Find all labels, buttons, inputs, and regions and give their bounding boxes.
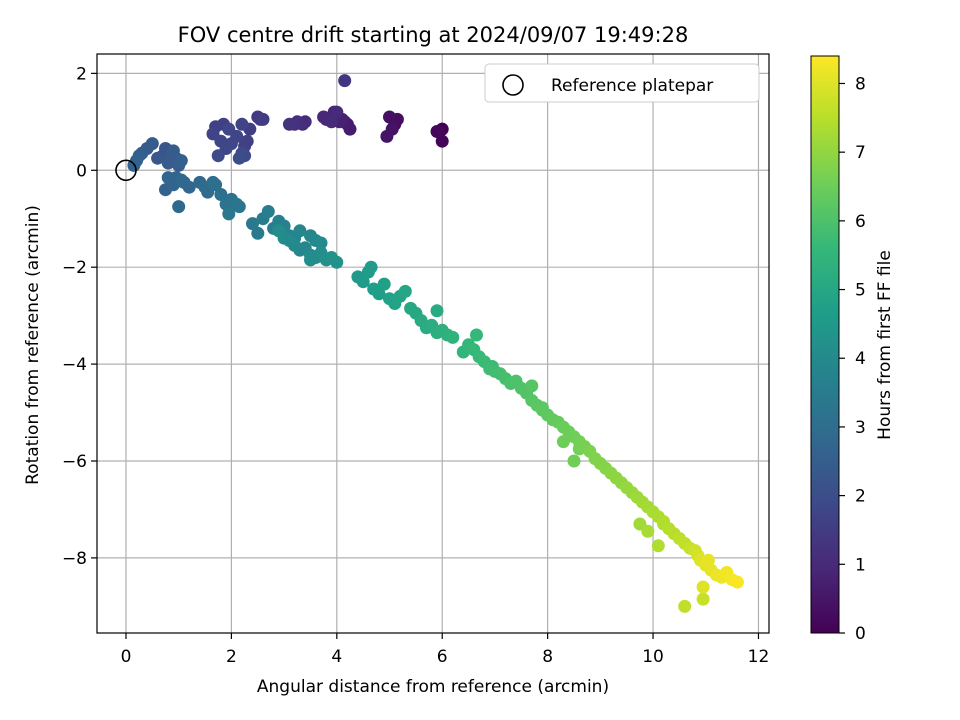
colorbar-tick-label: 3 [855, 418, 866, 438]
scatter-point [398, 284, 412, 298]
x-tick-label: 2 [226, 647, 237, 667]
scatter-point [174, 154, 188, 168]
scatter-point [224, 137, 238, 151]
scatter-point [567, 454, 581, 468]
scatter-point [651, 539, 665, 553]
scatter-point [272, 224, 286, 238]
scatter-point [261, 205, 275, 218]
scatter-point [364, 260, 378, 274]
colorbar-tick-label: 5 [855, 281, 866, 301]
scatter-point [383, 110, 396, 124]
colorbar-label: Hours from first FF file [875, 250, 895, 440]
x-tick-label: 10 [642, 647, 664, 667]
y-axis-label: Rotation from reference (arcmin) [23, 205, 43, 485]
scatter-point [174, 173, 188, 187]
scatter-point [730, 575, 744, 589]
y-tick-label: −6 [62, 452, 87, 472]
colorbar-ticks: 0 1 2 3 4 5 6 7 8 [839, 74, 866, 644]
scatter-point [246, 217, 259, 231]
x-tick-label: 12 [748, 647, 770, 667]
chart-title: FOV centre drift starting at 2024/09/07 … [178, 23, 689, 47]
colorbar-tick-label: 8 [855, 74, 866, 94]
scatter-point [161, 171, 175, 185]
x-axis-label: Angular distance from reference (arcmin) [257, 677, 609, 697]
scatter-point [256, 112, 270, 126]
x-tick-label: 6 [437, 647, 448, 667]
colorbar-tick-label: 1 [855, 555, 866, 575]
scatter-point [372, 287, 386, 301]
scatter-point [211, 149, 225, 163]
colorbar-frame [810, 55, 840, 634]
colorbar-tick-label: 4 [855, 349, 866, 369]
legend-label: Reference platepar [551, 76, 713, 96]
scatter-point [380, 129, 394, 143]
scatter-point [435, 134, 449, 148]
scatter-point [172, 200, 186, 214]
legend-box [484, 63, 760, 103]
scatter-point [338, 74, 352, 88]
scatter-point [282, 117, 296, 131]
plot-frame [96, 53, 770, 634]
y-tick-label: 2 [76, 64, 87, 84]
reference-marker [115, 159, 137, 182]
scatter-point [251, 226, 265, 240]
y-tick-label: −2 [62, 258, 87, 278]
scatter-point [235, 117, 249, 131]
scatter-point [356, 275, 370, 289]
scatter-point [222, 122, 236, 136]
grid [97, 54, 769, 633]
scatter-point [678, 599, 692, 613]
scatter-point [696, 580, 710, 594]
scatter-point [209, 178, 223, 192]
legend-marker [502, 74, 524, 96]
scatter-point [166, 144, 180, 158]
legend: Reference platepar [484, 63, 760, 103]
colorbar-tick-label: 2 [855, 487, 866, 507]
scatter-point [314, 236, 328, 250]
scatter-point [151, 151, 165, 165]
scatter-point [696, 592, 710, 606]
scatter-point [430, 125, 444, 138]
scatter-point [525, 379, 539, 393]
x-tick-label: 4 [331, 647, 342, 667]
scatter-point [430, 304, 444, 318]
data-points [127, 74, 744, 613]
y-axis: −8 −6 −4 −2 0 2 [62, 64, 97, 569]
scatter-point [293, 224, 307, 238]
scatter-point [304, 253, 317, 267]
y-tick-label: 0 [76, 161, 87, 181]
scatter-point [330, 105, 344, 119]
colorbar-tick-label: 7 [855, 143, 866, 163]
y-tick-label: −8 [62, 549, 87, 569]
scatter-point [161, 156, 175, 170]
scatter-point [701, 553, 715, 567]
scatter-point [325, 115, 338, 129]
scatter-point [232, 151, 246, 165]
x-tick-label: 8 [542, 647, 553, 667]
colorbar-tick-label: 6 [855, 212, 866, 232]
scatter-point [222, 207, 236, 221]
scatter-point [446, 330, 460, 344]
scatter-point [214, 188, 228, 201]
colorbar-tick-label: 0 [855, 624, 866, 644]
y-tick-label: −4 [62, 355, 87, 375]
scatter-point [330, 255, 344, 269]
x-axis: 0 2 4 6 8 10 12 [121, 633, 770, 667]
scatter-point [641, 524, 655, 538]
scatter-point [232, 200, 246, 214]
scatter-point [556, 435, 570, 449]
colorbar-gradient [811, 56, 839, 633]
colorbar: 0 1 2 3 4 5 6 7 8 Hours from first FF file [810, 55, 895, 644]
scatter-point [377, 277, 391, 291]
x-tick-label: 0 [121, 647, 132, 667]
scatter-point [470, 328, 483, 342]
